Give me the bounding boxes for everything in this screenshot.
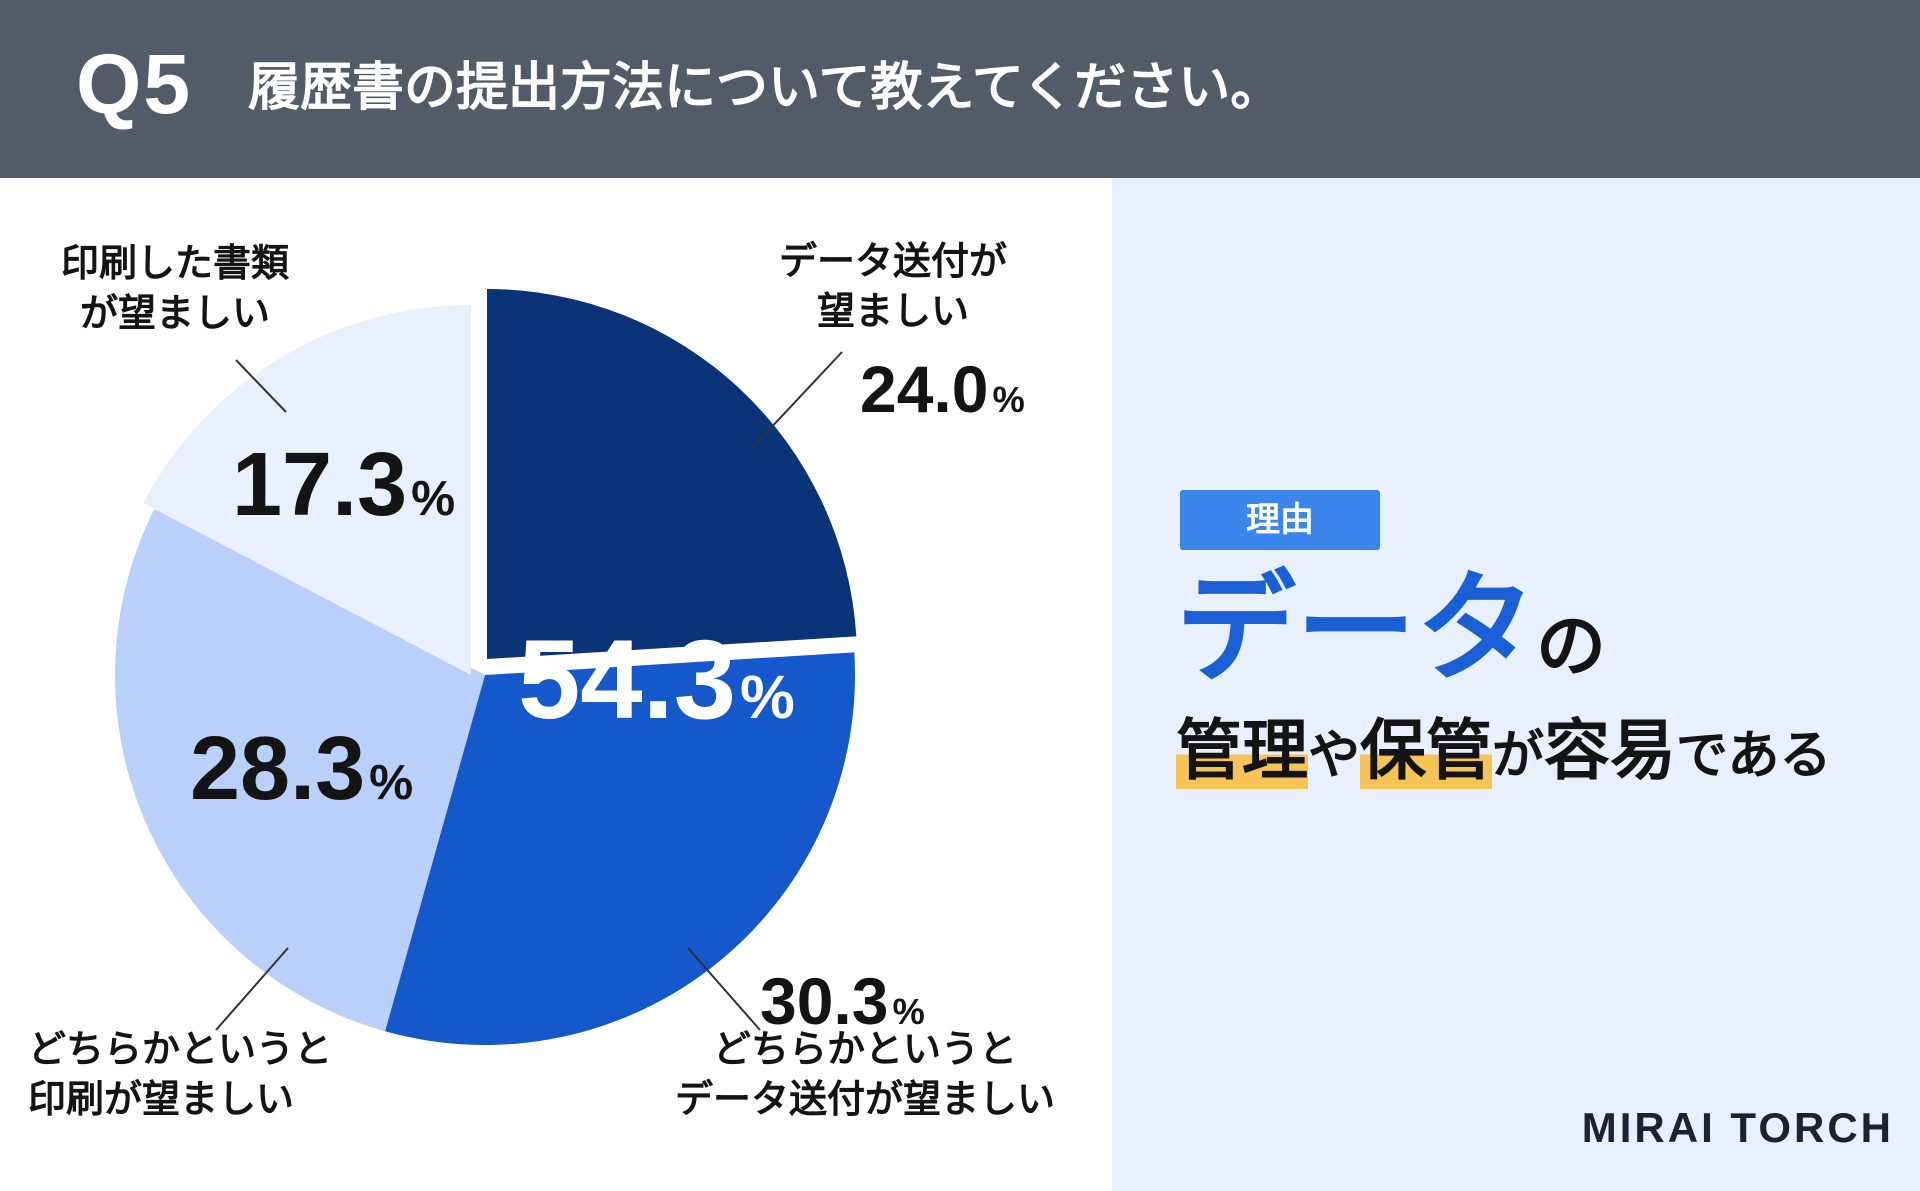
slice-label-data-preferred: データ送付が 望ましい — [778, 239, 1007, 333]
reason-subline: 管理や保管が容易である — [1176, 712, 1832, 789]
headline-suffix: の — [1536, 605, 1606, 687]
reason-tag: 理由 — [1180, 490, 1380, 550]
pie-chart — [114, 289, 857, 1045]
combined-data-total: 54.3% — [518, 617, 795, 742]
slice-label-lean-print: どちらかというと 印刷が望ましい — [28, 1027, 333, 1121]
reason-panel — [1112, 178, 1920, 1191]
slice-value-print-preferred: 17.3% — [232, 435, 456, 535]
slice-lean-print — [114, 503, 486, 1032]
leader-line-lean-data — [687, 947, 761, 1031]
slice-value-lean-data: 30.3% — [760, 964, 925, 1038]
headline-data-word: データ — [1176, 560, 1536, 699]
slice-label-lean-data: どちらかというと データ送付が望ましい — [674, 1027, 1055, 1121]
leader-line-data-preferred — [751, 351, 843, 449]
slice-value-data-preferred: 24.0% — [860, 352, 1025, 426]
slice-data-preferred — [487, 289, 857, 659]
slice-print-preferred — [143, 305, 471, 675]
slice-lean-data — [385, 652, 856, 1045]
header-bar: Q5 履歴書の提出方法について教えてください。 — [0, 0, 1920, 178]
slice-label-print-preferred: 印刷した書類 が望ましい — [60, 241, 289, 335]
question-text: 履歴書の提出方法について教えてください。 — [248, 58, 1283, 118]
leader-line-print-preferred — [235, 359, 287, 413]
slice-value-lean-print: 28.3% — [190, 719, 414, 819]
brand-logo: MIRAI TORCH — [1581, 1104, 1894, 1151]
reason-headline: データの — [1176, 570, 1606, 690]
question-number: Q5 — [76, 37, 193, 131]
leader-line-lean-print — [215, 947, 289, 1031]
